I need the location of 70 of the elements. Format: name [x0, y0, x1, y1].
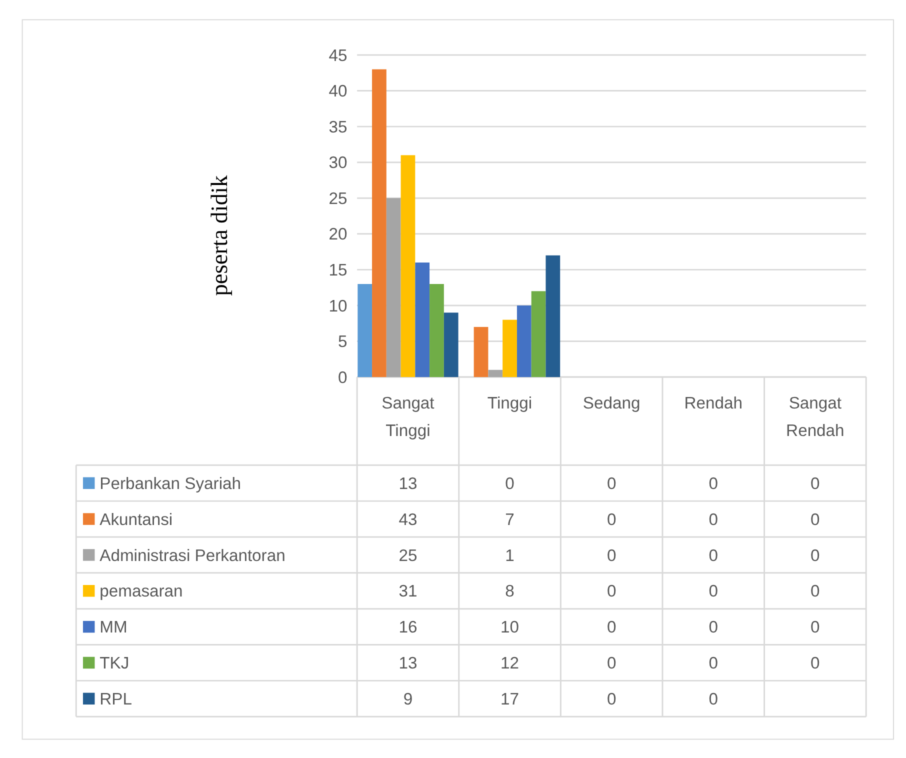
- y-tick-label: 0: [338, 368, 348, 387]
- data-label: 13: [398, 654, 418, 673]
- data-label: 13: [398, 474, 418, 493]
- legend-label: TKJ: [100, 654, 130, 673]
- data-label: 0: [606, 510, 616, 529]
- legend-label: MM: [100, 618, 128, 637]
- data-label: 12: [500, 654, 520, 673]
- bar: [415, 262, 430, 378]
- x-tick-label: Sangat Rendah: [786, 393, 844, 440]
- y-tick-label: 15: [328, 260, 348, 280]
- bar: [474, 326, 488, 378]
- y-tick-label: 30: [328, 153, 348, 172]
- bar: [531, 291, 546, 378]
- data-label: 9: [403, 689, 413, 708]
- bar: [358, 284, 372, 378]
- data-label: 0: [708, 474, 718, 493]
- data-label: 0: [810, 618, 820, 637]
- data-label: 8: [505, 582, 514, 601]
- bar: [546, 255, 560, 378]
- data-label: 0: [606, 582, 616, 601]
- data-label: 0: [708, 689, 718, 708]
- bar: [488, 370, 503, 378]
- data-label: 16: [398, 618, 418, 637]
- data-label: 0: [606, 474, 616, 493]
- bar: [400, 155, 416, 378]
- y-tick-label: 20: [328, 224, 348, 244]
- bar: [444, 312, 458, 378]
- data-label: 10: [500, 618, 520, 637]
- data-label: 0: [708, 654, 718, 673]
- data-label: 0: [810, 582, 820, 601]
- data-label: 31: [398, 582, 418, 601]
- data-label: 0: [708, 618, 718, 637]
- y-tick-label: 10: [328, 296, 348, 316]
- legend-label: pemasaran: [100, 582, 183, 601]
- data-label: 0: [606, 654, 616, 673]
- data-label: 0: [606, 689, 616, 708]
- data-label: 0: [606, 546, 616, 565]
- legend-label: RPL: [100, 689, 132, 708]
- data-label: 0: [708, 582, 718, 601]
- y-tick-label: 40: [328, 82, 348, 101]
- data-label: 0: [708, 510, 718, 529]
- x-tick-label: Sangat Tinggi: [382, 393, 435, 440]
- legend-label: Administrasi Perkantoran: [100, 546, 286, 565]
- data-label: 0: [810, 654, 820, 673]
- data-label: 1: [505, 546, 514, 565]
- y-tick-label: 25: [328, 188, 348, 208]
- y-tick-label: 5: [338, 332, 348, 352]
- data-label: 0: [606, 618, 616, 637]
- data-label: 7: [505, 510, 514, 529]
- data-label: 25: [398, 546, 418, 565]
- data-label: 43: [398, 510, 418, 529]
- data-label: 0: [505, 474, 514, 493]
- x-tick-label: Sedang: [582, 393, 640, 412]
- bar: [502, 320, 517, 378]
- data-label: 0: [708, 546, 718, 565]
- bar: [516, 305, 532, 378]
- y-axis-title: peserta didik: [206, 175, 233, 296]
- y-tick-label: 45: [328, 46, 348, 65]
- data-label: 0: [810, 474, 820, 493]
- data-label: 17: [500, 689, 520, 708]
- bar: [372, 69, 386, 378]
- bar: [386, 198, 401, 378]
- legend-label: Akuntansi: [100, 510, 173, 529]
- legend-label: Perbankan Syariah: [100, 474, 242, 493]
- x-tick-label: Tinggi: [487, 393, 532, 412]
- data-label: 0: [810, 546, 820, 565]
- data-label: 0: [810, 510, 820, 529]
- y-tick-label: 35: [328, 117, 348, 136]
- x-tick-label: Rendah: [684, 393, 743, 412]
- bar: [430, 284, 444, 378]
